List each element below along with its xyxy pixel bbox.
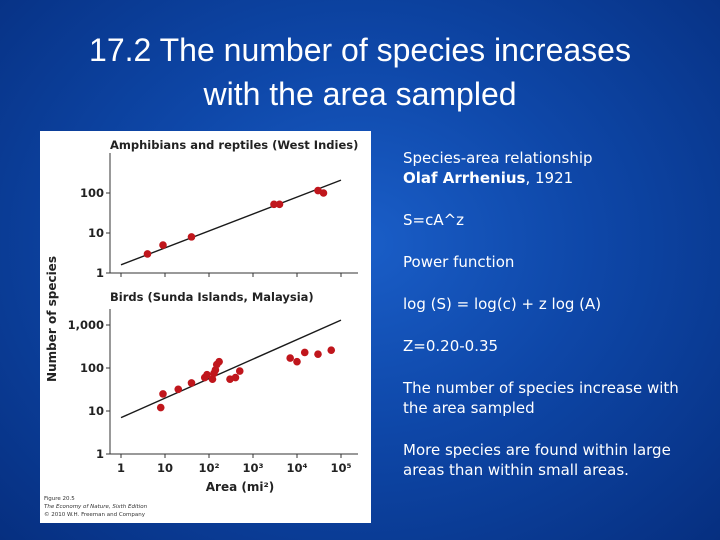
amphibians-y-tick-label: 100 [80, 186, 104, 200]
birds-y-tick-label: 100 [80, 361, 104, 375]
amphibians-y-tick-label: 10 [88, 226, 104, 240]
notes-function-type: Power function [403, 253, 515, 271]
birds-data-point [286, 354, 294, 362]
birds-chart-title: Birds (Sunda Islands, Malaysia) [110, 290, 314, 304]
slide-title-line-1: 17.2 The number of species increases [89, 32, 631, 68]
birds-regression-line [120, 319, 342, 419]
figure-caption-line-2: The Economy of Nature, Sixth Edition [44, 504, 148, 510]
amphibians-regression-line [120, 179, 342, 266]
amphibians-data-point [275, 200, 284, 209]
birds-data-point [300, 348, 309, 357]
notes-log-form: log (S) = log(c) + z log (A) [403, 295, 602, 313]
y-axis-label: Number of species [45, 256, 59, 382]
birds-x-tick-label: 1 [117, 461, 125, 475]
birds-y-tick-label: 1,000 [68, 318, 104, 332]
birds-data-point [293, 357, 301, 366]
figure-caption-line-1: Figure 20.5 [44, 496, 75, 502]
notes-statement-1: The number of species increase with the … [403, 379, 679, 417]
birds-data-point [187, 379, 196, 387]
birds-data-point [215, 357, 223, 366]
x-axis-label: Area (mi²) [206, 480, 274, 494]
birds-x-tick-label: 10² [198, 461, 219, 475]
notes-formula: S=cA^z [403, 211, 465, 229]
slide-title-line-2: with the area sampled [203, 76, 517, 112]
amphibians-data-point [143, 250, 152, 258]
birds-data-point [174, 385, 183, 394]
birds-y-tick-label: 10 [88, 404, 104, 418]
birds-data-point [235, 367, 244, 375]
amphibians-data-point [159, 241, 167, 249]
figure-caption-line-3: © 2010 W.H. Freeman and Company [44, 511, 146, 518]
amphibians-data-point [187, 233, 196, 241]
birds-y-tick-label: 1 [96, 447, 104, 461]
amphibians-y-tick-label: 1 [96, 266, 104, 280]
amphibians-data-point [270, 200, 278, 209]
birds-x-tick-label: 10⁵ [330, 461, 351, 475]
notes-z-range: Z=0.20-0.35 [403, 337, 499, 355]
birds-data-point [231, 373, 240, 382]
birds-data-point [208, 375, 217, 383]
notes-intro: Species-area relationship Olaf Arrhenius… [403, 148, 703, 188]
notes-panel: Species-area relationship Olaf Arrhenius… [403, 148, 703, 502]
birds-data-point [156, 403, 165, 412]
species-area-charts: Amphibians and reptiles (West Indies) 1 10… [44, 138, 358, 518]
birds-x-tick-label: 10 [157, 461, 173, 475]
birds-data-point [327, 346, 336, 354]
notes-intro-line: Species-area relationship [403, 149, 593, 167]
birds-data-point [314, 350, 322, 358]
species-area-figure: Amphibians and reptiles (West Indies) 1 10… [40, 131, 371, 523]
notes-statement-2: More species are found within large area… [403, 441, 671, 479]
birds-x-tick-label: 10³ [242, 461, 263, 475]
amphibians-data-point [319, 189, 328, 197]
birds-data-point [203, 370, 211, 379]
birds-data-point [159, 390, 167, 398]
notes-author: Olaf Arrhenius [403, 169, 526, 187]
slide-title: 17.2 The number of species increases wit… [0, 28, 720, 116]
amphibians-chart-title: Amphibians and reptiles (West Indies) [110, 138, 358, 152]
notes-year: , 1921 [525, 169, 574, 187]
birds-x-tick-label: 10⁴ [286, 461, 307, 475]
